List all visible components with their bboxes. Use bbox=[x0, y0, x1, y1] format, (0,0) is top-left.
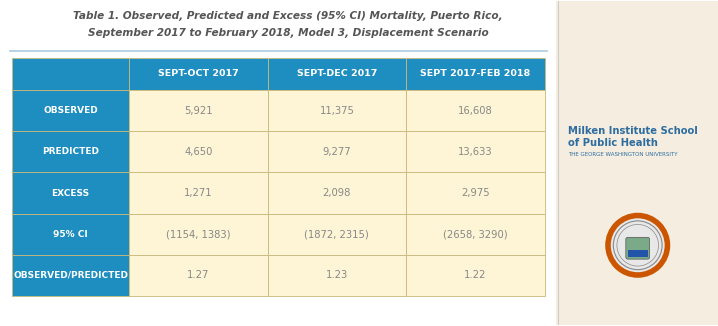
Bar bbox=[268, 90, 406, 131]
Bar bbox=[268, 131, 406, 172]
Bar bbox=[268, 255, 406, 296]
Text: PREDICTED: PREDICTED bbox=[42, 147, 99, 156]
FancyBboxPatch shape bbox=[628, 250, 648, 257]
Text: 4,650: 4,650 bbox=[185, 147, 213, 157]
Bar bbox=[12, 255, 129, 296]
Text: Table 1. Observed, Predicted and Excess (95% CI) Mortality, Puerto Rico,: Table 1. Observed, Predicted and Excess … bbox=[73, 11, 503, 21]
Bar bbox=[12, 131, 129, 172]
Bar bbox=[129, 214, 268, 255]
Bar bbox=[129, 131, 268, 172]
Bar bbox=[129, 172, 268, 214]
Text: 9,277: 9,277 bbox=[322, 147, 351, 157]
Text: September 2017 to February 2018, Model 3, Displacement Scenario: September 2017 to February 2018, Model 3… bbox=[88, 28, 488, 38]
Bar bbox=[406, 214, 544, 255]
Bar bbox=[406, 172, 544, 214]
Bar bbox=[268, 58, 406, 90]
Bar bbox=[12, 172, 129, 214]
Text: of Public Health: of Public Health bbox=[569, 138, 658, 148]
Text: (1154, 1383): (1154, 1383) bbox=[166, 229, 230, 239]
Bar bbox=[129, 255, 268, 296]
Text: 13,633: 13,633 bbox=[458, 147, 493, 157]
Text: THE GEORGE WASHINGTON UNIVERSITY: THE GEORGE WASHINGTON UNIVERSITY bbox=[569, 152, 678, 157]
Bar bbox=[406, 131, 544, 172]
Bar bbox=[268, 172, 406, 214]
Text: 1.27: 1.27 bbox=[187, 270, 210, 280]
Text: (1872, 2315): (1872, 2315) bbox=[304, 229, 369, 239]
Bar bbox=[406, 58, 544, 90]
Bar bbox=[12, 58, 129, 90]
Text: SEPT 2017-FEB 2018: SEPT 2017-FEB 2018 bbox=[420, 69, 531, 79]
Bar bbox=[12, 90, 129, 131]
Text: 2,975: 2,975 bbox=[461, 188, 490, 198]
Bar bbox=[406, 255, 544, 296]
Text: 5,921: 5,921 bbox=[184, 106, 213, 116]
Text: OBSERVED: OBSERVED bbox=[43, 106, 98, 115]
Text: 1.22: 1.22 bbox=[464, 270, 487, 280]
Text: 95% CI: 95% CI bbox=[53, 230, 88, 239]
Text: EXCESS: EXCESS bbox=[52, 188, 90, 198]
Bar bbox=[12, 214, 129, 255]
Text: 1.23: 1.23 bbox=[326, 270, 348, 280]
Text: SEPT-OCT 2017: SEPT-OCT 2017 bbox=[158, 69, 239, 79]
Text: 11,375: 11,375 bbox=[320, 106, 354, 116]
Bar bbox=[268, 214, 406, 255]
Text: 16,608: 16,608 bbox=[458, 106, 493, 116]
Bar bbox=[129, 58, 268, 90]
Text: SEPT-DEC 2017: SEPT-DEC 2017 bbox=[297, 69, 377, 79]
Text: 1,271: 1,271 bbox=[184, 188, 213, 198]
Text: 2,098: 2,098 bbox=[322, 188, 351, 198]
Text: OBSERVED/PREDICTED: OBSERVED/PREDICTED bbox=[13, 271, 128, 280]
Text: (2658, 3290): (2658, 3290) bbox=[443, 229, 508, 239]
Bar bbox=[129, 90, 268, 131]
Bar bbox=[406, 90, 544, 131]
Text: Milken Institute School: Milken Institute School bbox=[569, 126, 698, 136]
Circle shape bbox=[608, 215, 668, 275]
FancyBboxPatch shape bbox=[626, 237, 650, 259]
